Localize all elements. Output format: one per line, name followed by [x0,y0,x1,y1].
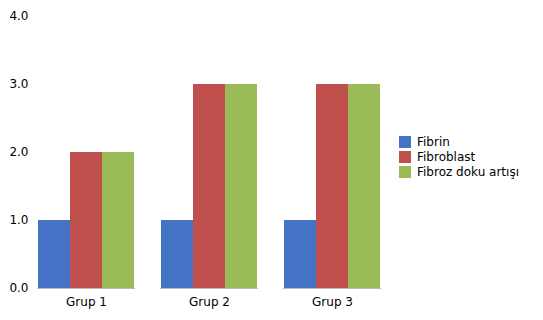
svg-text:Grup 1: Grup 1 [66,295,107,309]
svg-text:4.0: 4.0 [9,9,28,23]
svg-text:Grup 3: Grup 3 [312,295,353,309]
svg-text:Grup 2: Grup 2 [189,295,230,309]
svg-text:2.0: 2.0 [9,145,28,159]
svg-text:1.0: 1.0 [9,213,28,227]
html-text:Fibrin: Fibrin [417,134,450,149]
html-text:Fibroblast: Fibroblast [417,149,476,164]
html-text:Fibroz doku artışı: Fibroz doku artışı [417,164,519,179]
svg-text:0.0: 0.0 [9,281,28,295]
svg-text:3.0: 3.0 [9,77,28,91]
